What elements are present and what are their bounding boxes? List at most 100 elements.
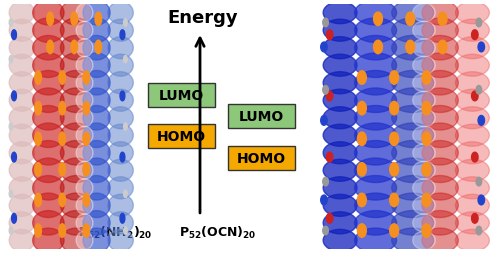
Ellipse shape xyxy=(108,229,134,251)
Circle shape xyxy=(358,163,366,176)
Circle shape xyxy=(422,163,431,176)
Ellipse shape xyxy=(422,2,459,26)
Ellipse shape xyxy=(32,211,64,235)
Ellipse shape xyxy=(9,90,34,112)
Circle shape xyxy=(478,195,484,205)
Circle shape xyxy=(124,20,128,27)
Ellipse shape xyxy=(422,141,459,165)
Circle shape xyxy=(12,31,16,40)
Ellipse shape xyxy=(32,19,64,43)
Ellipse shape xyxy=(392,158,434,183)
Ellipse shape xyxy=(9,20,34,42)
Ellipse shape xyxy=(392,123,434,148)
Ellipse shape xyxy=(412,92,436,110)
Ellipse shape xyxy=(76,57,93,75)
Ellipse shape xyxy=(60,158,92,183)
Circle shape xyxy=(390,72,398,85)
Ellipse shape xyxy=(32,141,64,165)
FancyBboxPatch shape xyxy=(148,124,215,149)
Circle shape xyxy=(390,163,398,176)
Ellipse shape xyxy=(83,106,110,131)
Circle shape xyxy=(59,72,66,85)
Ellipse shape xyxy=(108,107,134,129)
Ellipse shape xyxy=(354,36,397,61)
Ellipse shape xyxy=(422,123,459,148)
Ellipse shape xyxy=(422,158,459,183)
Ellipse shape xyxy=(9,125,34,147)
Ellipse shape xyxy=(9,107,34,129)
Ellipse shape xyxy=(9,212,34,234)
Ellipse shape xyxy=(108,20,134,42)
Circle shape xyxy=(358,72,366,85)
Ellipse shape xyxy=(456,72,490,94)
Ellipse shape xyxy=(76,22,93,40)
Ellipse shape xyxy=(60,36,92,61)
Ellipse shape xyxy=(83,193,110,218)
Ellipse shape xyxy=(456,90,490,112)
Ellipse shape xyxy=(392,19,434,43)
Ellipse shape xyxy=(392,54,434,78)
Circle shape xyxy=(358,102,366,115)
Ellipse shape xyxy=(456,125,490,147)
Circle shape xyxy=(59,163,66,176)
Ellipse shape xyxy=(83,123,110,148)
Circle shape xyxy=(374,41,382,54)
Circle shape xyxy=(35,133,42,146)
Circle shape xyxy=(95,41,102,54)
Circle shape xyxy=(83,102,89,115)
Ellipse shape xyxy=(108,212,134,234)
Ellipse shape xyxy=(83,176,110,200)
Ellipse shape xyxy=(422,176,459,200)
Ellipse shape xyxy=(412,57,436,75)
Ellipse shape xyxy=(456,55,490,77)
Circle shape xyxy=(35,163,42,176)
Ellipse shape xyxy=(323,38,357,59)
Circle shape xyxy=(358,133,366,146)
Ellipse shape xyxy=(323,107,357,129)
Circle shape xyxy=(326,92,333,101)
Ellipse shape xyxy=(108,38,134,59)
Circle shape xyxy=(83,163,89,176)
Circle shape xyxy=(422,72,431,85)
Ellipse shape xyxy=(60,228,92,252)
Circle shape xyxy=(478,116,484,126)
Ellipse shape xyxy=(456,212,490,234)
Circle shape xyxy=(406,13,414,26)
Ellipse shape xyxy=(32,123,64,148)
Text: LUMO: LUMO xyxy=(158,89,204,103)
Ellipse shape xyxy=(392,89,434,113)
Text: Energy: Energy xyxy=(167,9,238,27)
Ellipse shape xyxy=(323,3,357,25)
Circle shape xyxy=(358,224,366,237)
Ellipse shape xyxy=(9,160,34,182)
Ellipse shape xyxy=(60,54,92,78)
Circle shape xyxy=(9,20,13,27)
Ellipse shape xyxy=(354,71,397,96)
Circle shape xyxy=(406,41,414,54)
Ellipse shape xyxy=(108,142,134,164)
Ellipse shape xyxy=(60,123,92,148)
Circle shape xyxy=(95,13,102,26)
Ellipse shape xyxy=(354,54,397,78)
Ellipse shape xyxy=(323,160,357,182)
Ellipse shape xyxy=(354,176,397,200)
Circle shape xyxy=(320,116,327,126)
Ellipse shape xyxy=(456,160,490,182)
Ellipse shape xyxy=(9,229,34,251)
Circle shape xyxy=(472,153,478,162)
Text: HOMO: HOMO xyxy=(236,151,286,165)
Circle shape xyxy=(320,195,327,205)
Ellipse shape xyxy=(422,106,459,131)
Ellipse shape xyxy=(456,142,490,164)
Ellipse shape xyxy=(422,193,459,218)
Ellipse shape xyxy=(60,176,92,200)
Circle shape xyxy=(12,153,16,162)
Ellipse shape xyxy=(108,72,134,94)
Ellipse shape xyxy=(83,19,110,43)
Circle shape xyxy=(83,224,89,237)
Ellipse shape xyxy=(83,89,110,113)
Circle shape xyxy=(422,224,431,237)
Ellipse shape xyxy=(9,3,34,25)
Circle shape xyxy=(120,153,125,162)
Ellipse shape xyxy=(83,71,110,96)
